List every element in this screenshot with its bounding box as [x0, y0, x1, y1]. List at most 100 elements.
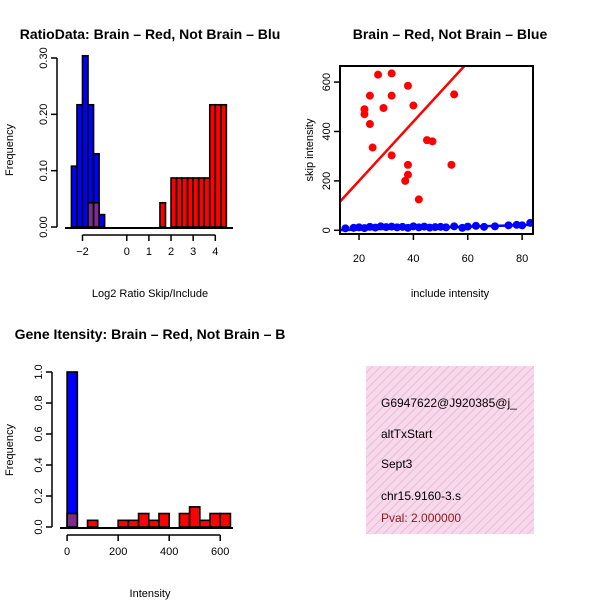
scatter-point-brain: [403, 160, 412, 169]
ratio-histogram-bar-brain: [159, 201, 167, 228]
ratio-histogram-xlabel: Log2 Ratio Skip/Include: [92, 288, 208, 300]
info-event-id: G6947622@J920385@j_: [381, 396, 517, 410]
scatter-point-brain: [379, 104, 388, 112]
ratio-histogram-bar-brain: [214, 103, 222, 228]
ratio-histogram-bar-brain: [220, 103, 228, 228]
ratio-histogram-y-tick-label: 0.20: [38, 104, 50, 125]
gene-intensity-histogram-bar-not-brain: [66, 371, 79, 528]
scatter-y-tick-label: 600: [321, 73, 333, 91]
scatter-point-brain: [401, 176, 410, 185]
scatter-x-tick-label: 80: [516, 253, 528, 265]
gene-intensity-histogram-y-tick-label: 1.0: [33, 364, 45, 379]
scatter-plot-area: [340, 66, 533, 233]
gene-intensity-histogram-bar-brain: [158, 512, 170, 528]
scatter-point-brain: [387, 91, 396, 100]
scatter-point-brain: [403, 170, 412, 179]
gene-intensity-histogram-bar-brain: [199, 519, 211, 528]
ratio-histogram-bar-brain: [203, 177, 211, 228]
scatter-point-brain: [374, 70, 383, 79]
scatter-fit-line-not-brain: [340, 223, 533, 232]
ratio-histogram-bar-not-brain: [76, 103, 84, 228]
ratio-histogram-y-tick-label: 0.00: [38, 216, 50, 237]
gene-intensity-histogram-title: Gene Itensity: Brain – Red, Not Brain – …: [15, 326, 286, 342]
info-gene-name: Sept3: [381, 457, 413, 471]
gene-intensity-histogram-bar-brain: [178, 512, 191, 528]
info-location: chr15.9160-3.s: [381, 489, 461, 503]
scatter-fit-line-brain: [340, 66, 467, 203]
gene-intensity-histogram-y-tick-label: 0.4: [33, 457, 45, 472]
ratio-histogram-bar-brain: [208, 103, 217, 228]
ratio-histogram-x-tick-label: −2: [76, 246, 89, 258]
scatter-y-tick-label: 400: [321, 122, 333, 140]
scatter-point-brain: [365, 120, 374, 129]
scatter-point-brain: [450, 90, 459, 99]
intensity-scatter-xlabel: include intensity: [411, 288, 490, 300]
ratio-histogram-x-tick-label: 4: [212, 246, 218, 258]
gene-intensity-histogram-x-tick-label: 200: [109, 546, 127, 558]
scatter-point-brain: [365, 91, 374, 100]
ratio-histogram-y-tick-label: 0.10: [38, 160, 50, 181]
info-pval: Pval: 2.000000: [381, 511, 461, 525]
intensity-scatter-ylabel: skip intensity: [304, 118, 316, 181]
ratio-histogram-bar-brain: [181, 177, 189, 228]
scatter-point-brain: [368, 143, 377, 152]
gene-intensity-histogram-bar-brain: [219, 512, 232, 528]
gene-intensity-histogram: Gene Itensity: Brain – Red, Not Brain – …: [4, 326, 285, 600]
gene-intensity-histogram-bar-overlap: [66, 512, 79, 528]
gene-intensity-histogram-bar-brain: [188, 506, 201, 528]
ratio-histogram-bar-not-brain: [81, 54, 89, 228]
gene-intensity-histogram-x-tick-label: 400: [160, 546, 178, 558]
intensity-scatter-title: Brain – Red, Not Brain – Blue: [353, 26, 548, 42]
gene-intensity-histogram-x-tick-label: 600: [211, 546, 229, 558]
ratio-histogram-bar-brain: [175, 177, 183, 228]
gene-intensity-histogram-bar-brain: [117, 519, 130, 528]
ratio-histogram-y-tick-label: 0.30: [38, 47, 50, 68]
scatter-point-brain: [414, 195, 423, 204]
ratio-histogram-bar-not-brain: [98, 213, 106, 228]
ratio-histogram-bar-not-brain: [70, 165, 78, 228]
ratio-histogram-x-tick-label: 1: [146, 246, 152, 258]
scatter-y-tick-label: 0: [321, 227, 333, 233]
gene-intensity-histogram-bar-brain: [147, 519, 160, 528]
event-info-panel: G6947622@J920385@j_ altTxStart Sept3 chr…: [366, 366, 534, 534]
ratio-histogram-bar-brain: [170, 177, 178, 228]
gene-intensity-histogram-bar-brain: [86, 519, 99, 528]
ratio-histogram-bar-brain: [197, 177, 206, 228]
gene-intensity-histogram-y-tick-label: 0.8: [33, 395, 45, 410]
ratio-histogram-bar-overlap: [87, 201, 95, 228]
gene-intensity-histogram-y-tick-label: 0.2: [33, 488, 45, 503]
scatter-x-tick-label: 20: [353, 253, 365, 265]
ratio-histogram-x-tick-label: 0: [124, 246, 130, 258]
gene-intensity-histogram-ylabel: Frequency: [4, 424, 16, 476]
ratio-histogram-x-tick-label: 2: [168, 246, 174, 258]
gene-intensity-histogram-bar-brain: [209, 512, 222, 528]
scatter-point-brain: [403, 81, 412, 90]
gene-intensity-histogram-x-tick-label: 0: [64, 546, 70, 558]
gene-intensity-histogram-xlabel: Intensity: [130, 588, 171, 600]
scatter-x-tick-label: 60: [462, 253, 474, 265]
gene-intensity-histogram-y-tick-label: 0.6: [33, 426, 45, 441]
scatter-x-tick-label: 40: [407, 253, 419, 265]
scatter-point-brain: [409, 101, 418, 110]
ratio-histogram-bar-brain: [192, 177, 200, 228]
scatter-frame: [339, 65, 534, 235]
scatter-point-brain: [428, 137, 437, 146]
ratio-histogram-bar-brain: [186, 177, 194, 228]
info-event-type: altTxStart: [381, 427, 433, 441]
intensity-scatter: Brain – Red, Not Brain – Blue 20 40 60 80 0 2…: [304, 26, 548, 300]
ratio-histogram-title: RatioData: Brain – Red, Not Brain – Blu: [20, 26, 281, 42]
scatter-point-brain: [360, 110, 369, 119]
scatter-point-brain: [447, 160, 456, 169]
gene-intensity-histogram-bar-brain: [137, 512, 150, 528]
scatter-point-brain: [387, 69, 396, 78]
ratio-histogram-x-tick-label: 3: [190, 246, 196, 258]
gene-intensity-histogram-bar-brain: [127, 519, 140, 528]
ratio-histogram-ylabel: Frequency: [4, 124, 16, 176]
ratio-histogram-bar-overlap: [92, 201, 100, 228]
info-panel-background: [366, 366, 534, 534]
scatter-y-tick-label: 200: [321, 172, 333, 190]
ratio-histogram: RatioData: Brain – Red, Not Brain – Blu …: [4, 26, 280, 300]
scatter-point-brain: [387, 151, 396, 160]
gene-intensity-histogram-y-tick-label: 0.0: [33, 519, 45, 534]
